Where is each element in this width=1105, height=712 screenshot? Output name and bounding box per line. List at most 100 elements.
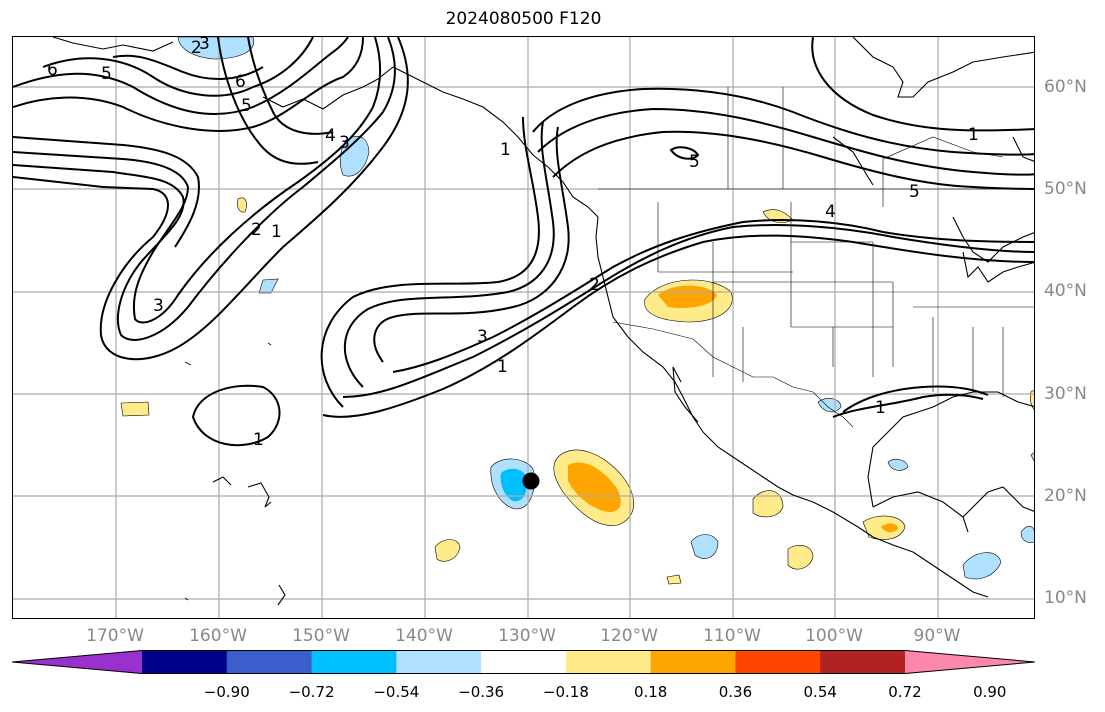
contour-line bbox=[13, 37, 381, 324]
contour-label: 3 bbox=[339, 133, 350, 153]
contour-label: 6 bbox=[47, 60, 58, 80]
anomaly-fill bbox=[568, 462, 621, 513]
colorbar-segment bbox=[650, 650, 736, 674]
contour-labels: 6 5 6 5 4 3 2 1 3 3 2 1 1 2 3 1 5 4 5 1 … bbox=[47, 37, 979, 450]
contour-line bbox=[537, 107, 1034, 176]
anomaly-fill bbox=[258, 278, 279, 294]
map-title: 2024080500 F120 bbox=[445, 9, 602, 29]
colorbar-segment bbox=[735, 650, 821, 674]
anomaly-fill bbox=[434, 539, 461, 562]
colorbar-tick-label: 0.36 bbox=[718, 683, 753, 701]
colorbar-tick-label: −0.72 bbox=[288, 683, 335, 701]
colorbar-tick-label: 0.18 bbox=[633, 683, 668, 701]
contour-label: 5 bbox=[101, 64, 112, 84]
anomaly-fill bbox=[177, 37, 255, 60]
contour-line bbox=[13, 37, 349, 116]
contour-line bbox=[42, 37, 314, 97]
political-borders bbox=[598, 87, 1034, 428]
colorbar-extend-high bbox=[905, 650, 1035, 674]
contour-label: 2 bbox=[589, 275, 600, 295]
lat-label-10n: 10°N bbox=[1044, 588, 1087, 608]
contour-line bbox=[13, 37, 364, 132]
lon-label-90w: 90°W bbox=[913, 626, 961, 646]
anomaly-fill bbox=[1030, 452, 1034, 462]
anomaly-fill bbox=[658, 285, 717, 309]
coastlines bbox=[52, 37, 1034, 606]
storm-center-marker bbox=[522, 472, 540, 490]
colorbar-tick-label: 0.72 bbox=[888, 683, 922, 701]
colorbar-segment bbox=[481, 650, 567, 674]
contour-line bbox=[373, 126, 570, 363]
lon-label-140w: 140°W bbox=[395, 626, 453, 646]
contour-line bbox=[217, 37, 319, 165]
contour-line bbox=[342, 224, 1034, 398]
anomaly-fill bbox=[887, 458, 909, 471]
contour-label: 1 bbox=[497, 357, 508, 377]
colorbar bbox=[12, 650, 1035, 674]
lat-label-30n: 30°N bbox=[1044, 384, 1087, 404]
lon-label-170w: 170°W bbox=[86, 626, 144, 646]
map-panel: 6 5 6 5 4 3 2 1 3 3 2 1 1 2 3 1 5 4 5 1 … bbox=[12, 36, 1035, 619]
contour-label: 2 bbox=[251, 220, 262, 240]
lon-label-110w: 110°W bbox=[703, 626, 761, 646]
anomaly-fill bbox=[1020, 525, 1034, 543]
contour-label: 1 bbox=[968, 125, 979, 145]
anomaly-fill bbox=[120, 401, 150, 417]
lon-label-100w: 100°W bbox=[805, 626, 863, 646]
anomaly-fill bbox=[666, 574, 682, 585]
lat-label-40n: 40°N bbox=[1044, 281, 1087, 301]
contour-line bbox=[191, 384, 281, 447]
anomaly-fill bbox=[1029, 390, 1034, 411]
contour-label: 3 bbox=[477, 327, 488, 347]
anomaly-fill bbox=[881, 523, 898, 533]
contour-line bbox=[112, 54, 264, 80]
contour-label: 4 bbox=[825, 202, 836, 222]
lon-label-160w: 160°W bbox=[189, 626, 247, 646]
contour-label: 3 bbox=[153, 296, 164, 316]
colorbar-tick-label: −0.54 bbox=[373, 683, 420, 701]
contour-line bbox=[552, 130, 1034, 190]
islands bbox=[184, 342, 272, 601]
contour-line bbox=[842, 385, 989, 413]
contour-label: 2 bbox=[191, 38, 202, 58]
contour-label: 6 bbox=[235, 72, 246, 92]
colorbar-tick-label: −0.36 bbox=[458, 683, 505, 701]
contour-label: 1 bbox=[875, 398, 886, 418]
colorbar-tick-label: −0.18 bbox=[542, 683, 589, 701]
contour-label: 3 bbox=[199, 37, 210, 54]
contour-line bbox=[13, 37, 409, 361]
contour-label: 5 bbox=[909, 182, 920, 202]
contour-line bbox=[392, 219, 1034, 373]
contour-label: 5 bbox=[241, 96, 252, 116]
lat-label-60n: 60°N bbox=[1044, 77, 1087, 97]
lon-label-120w: 120°W bbox=[600, 626, 658, 646]
contour-line bbox=[343, 121, 555, 388]
colorbar-segment bbox=[396, 650, 482, 674]
contour-lines bbox=[13, 37, 1034, 447]
contour-line bbox=[532, 87, 1034, 156]
positive-anomaly-areas bbox=[120, 197, 1034, 585]
contour-label: 1 bbox=[500, 140, 511, 160]
contour-label: 4 bbox=[325, 126, 336, 146]
lon-label-150w: 150°W bbox=[292, 626, 350, 646]
contour-line bbox=[811, 37, 1034, 132]
contour-line bbox=[669, 146, 700, 160]
contour-line bbox=[13, 136, 200, 248]
lat-label-20n: 20°N bbox=[1044, 486, 1087, 506]
contour-line bbox=[322, 234, 1034, 418]
contour-line bbox=[832, 393, 984, 418]
anomaly-fill bbox=[752, 490, 784, 518]
contour-line bbox=[13, 37, 396, 341]
anomaly-fill bbox=[237, 197, 247, 213]
anomaly-fill bbox=[690, 534, 719, 559]
anomaly-fill bbox=[787, 544, 814, 570]
contour-line bbox=[247, 37, 334, 135]
anomaly-fill bbox=[962, 552, 1002, 580]
contour-label: 1 bbox=[271, 222, 282, 242]
colorbar-outline bbox=[12, 650, 1035, 674]
contour-line bbox=[320, 116, 540, 408]
map-canvas: 6 5 6 5 4 3 2 1 3 3 2 1 1 2 3 1 5 4 5 1 … bbox=[13, 37, 1034, 618]
contour-label: 1 bbox=[253, 430, 264, 450]
colorbar-segment bbox=[226, 650, 313, 674]
lat-label-50n: 50°N bbox=[1044, 179, 1087, 199]
